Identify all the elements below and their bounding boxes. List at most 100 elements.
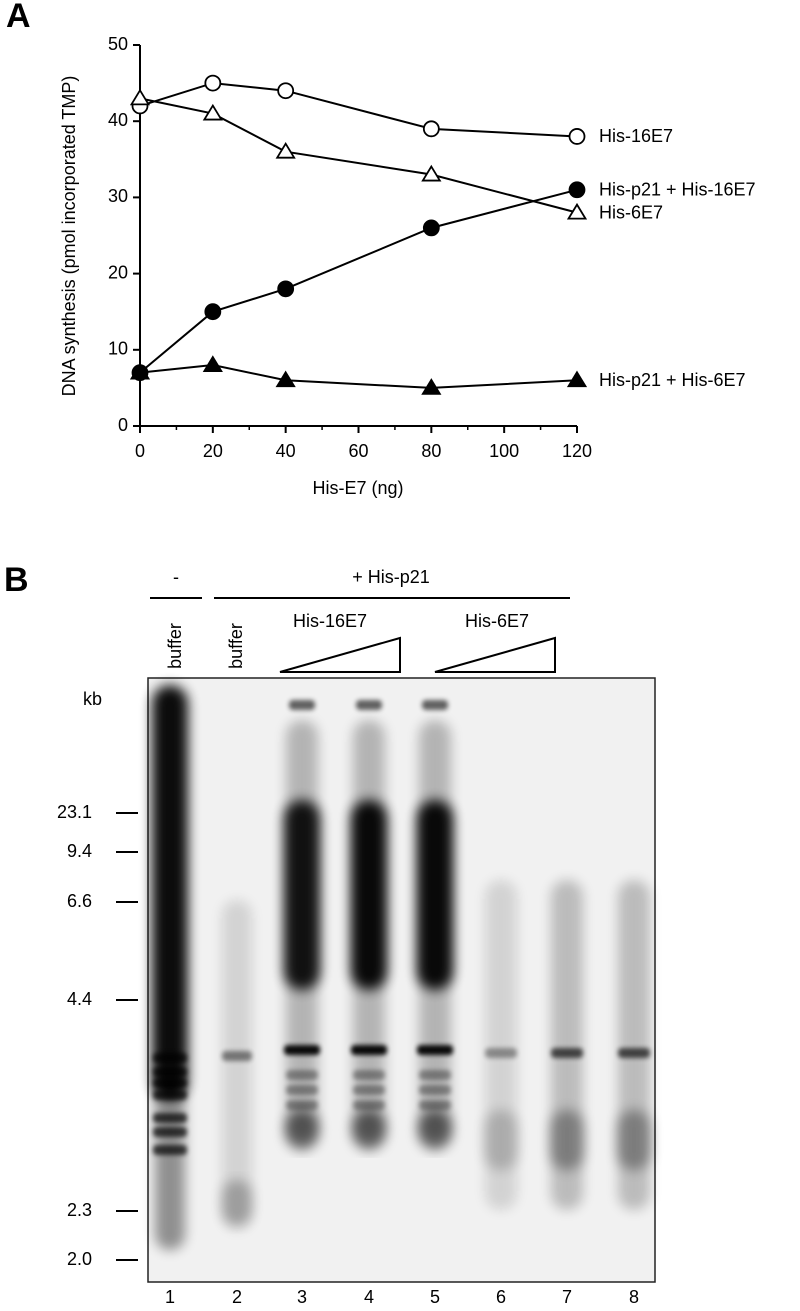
band (419, 1085, 451, 1095)
band (284, 1045, 320, 1055)
y-tick-label: 10 (108, 339, 128, 359)
size-marker-label: 4.4 (67, 989, 92, 1009)
band (222, 1051, 252, 1061)
gradient-wedge (434, 636, 556, 673)
lane-header: buffer (165, 623, 185, 669)
data-point (566, 370, 588, 388)
y-tick-label: 50 (108, 34, 128, 54)
y-tick-label: 40 (108, 110, 128, 130)
x-axis-label: His-E7 (ng) (312, 478, 403, 498)
band (289, 700, 315, 710)
band (153, 1078, 187, 1088)
x-tick-label: 80 (421, 441, 441, 461)
y-tick-label: 30 (108, 186, 128, 206)
x-tick-label: 20 (203, 441, 223, 461)
data-point (275, 370, 296, 388)
band (353, 1085, 385, 1095)
data-point (568, 181, 586, 199)
lane-number: 8 (629, 1287, 639, 1307)
data-point (275, 141, 296, 159)
x-tick-label: 100 (489, 441, 519, 461)
smear (351, 800, 387, 990)
data-point (421, 378, 442, 395)
lane-header: His-16E7 (293, 611, 367, 631)
band (485, 1048, 517, 1058)
data-point (204, 303, 222, 321)
series-label: His-p21 + His-6E7 (599, 370, 746, 390)
smear (418, 1110, 452, 1150)
size-marker-label: 2.3 (67, 1200, 92, 1220)
x-tick-label: 40 (276, 441, 296, 461)
band (286, 1100, 318, 1110)
data-point (277, 82, 295, 100)
band (153, 1113, 187, 1123)
band (419, 1070, 451, 1080)
data-point (204, 74, 222, 92)
data-point (421, 164, 442, 182)
band (356, 700, 382, 710)
size-marker-label: 2.0 (67, 1249, 92, 1269)
band (153, 1090, 187, 1100)
data-point (202, 103, 223, 121)
panel-label: A (6, 0, 31, 35)
smear (617, 1110, 651, 1170)
x-tick-label: 0 (135, 441, 145, 461)
band (153, 1127, 187, 1137)
lane-number: 7 (562, 1287, 572, 1307)
band (419, 1100, 451, 1110)
y-tick-label: 0 (118, 415, 128, 435)
size-marker-label: 23.1 (57, 802, 92, 822)
lane-number: 5 (430, 1287, 440, 1307)
series-label: His-6E7 (599, 202, 663, 222)
group-label: + His-p21 (352, 567, 430, 587)
lane-number: 6 (496, 1287, 506, 1307)
lane-number: 4 (364, 1287, 374, 1307)
y-axis-label: DNA synthesis (pmol incorporated TMP) (59, 76, 79, 397)
panel-label: B (4, 561, 29, 599)
lane-number: 3 (297, 1287, 307, 1307)
x-tick-label: 120 (562, 441, 592, 461)
group-label: - (173, 567, 179, 587)
smear (222, 900, 252, 1230)
smear (285, 1110, 319, 1150)
data-point (277, 280, 295, 298)
smear (152, 685, 188, 1100)
x-tick-label: 60 (348, 441, 368, 461)
band (153, 1067, 187, 1077)
band (422, 700, 448, 710)
gradient-wedge (279, 636, 401, 673)
size-marker-label: 6.6 (67, 891, 92, 911)
band (353, 1070, 385, 1080)
series-line (139, 188, 578, 374)
series-line (139, 82, 578, 138)
band (551, 1048, 583, 1058)
smear (417, 800, 453, 990)
gel-panel: B - + His-p21 buffer buffer His-16E7 His-6E7 k… (4, 561, 656, 1307)
data-point (129, 362, 151, 380)
series-label: His-16E7 (599, 126, 673, 146)
size-unit: kb (83, 689, 102, 709)
band (286, 1085, 318, 1095)
band (286, 1070, 318, 1080)
smear (550, 1110, 584, 1170)
data-point (566, 202, 588, 220)
smear (155, 1080, 185, 1250)
gel-bands (152, 685, 651, 1250)
data-point (422, 120, 440, 138)
series-line (139, 97, 578, 214)
data-point (568, 128, 586, 145)
lane-number: 2 (232, 1287, 242, 1307)
smear (484, 1110, 518, 1170)
smear (222, 1180, 252, 1225)
y-tick-label: 20 (108, 262, 128, 282)
data-point (129, 88, 151, 106)
lane-header: buffer (226, 623, 246, 669)
smear (284, 800, 320, 990)
band (353, 1100, 385, 1110)
band (417, 1045, 453, 1055)
data-point (422, 219, 440, 237)
band (153, 1053, 187, 1063)
band (351, 1045, 387, 1055)
lane-header: His-6E7 (465, 611, 529, 631)
